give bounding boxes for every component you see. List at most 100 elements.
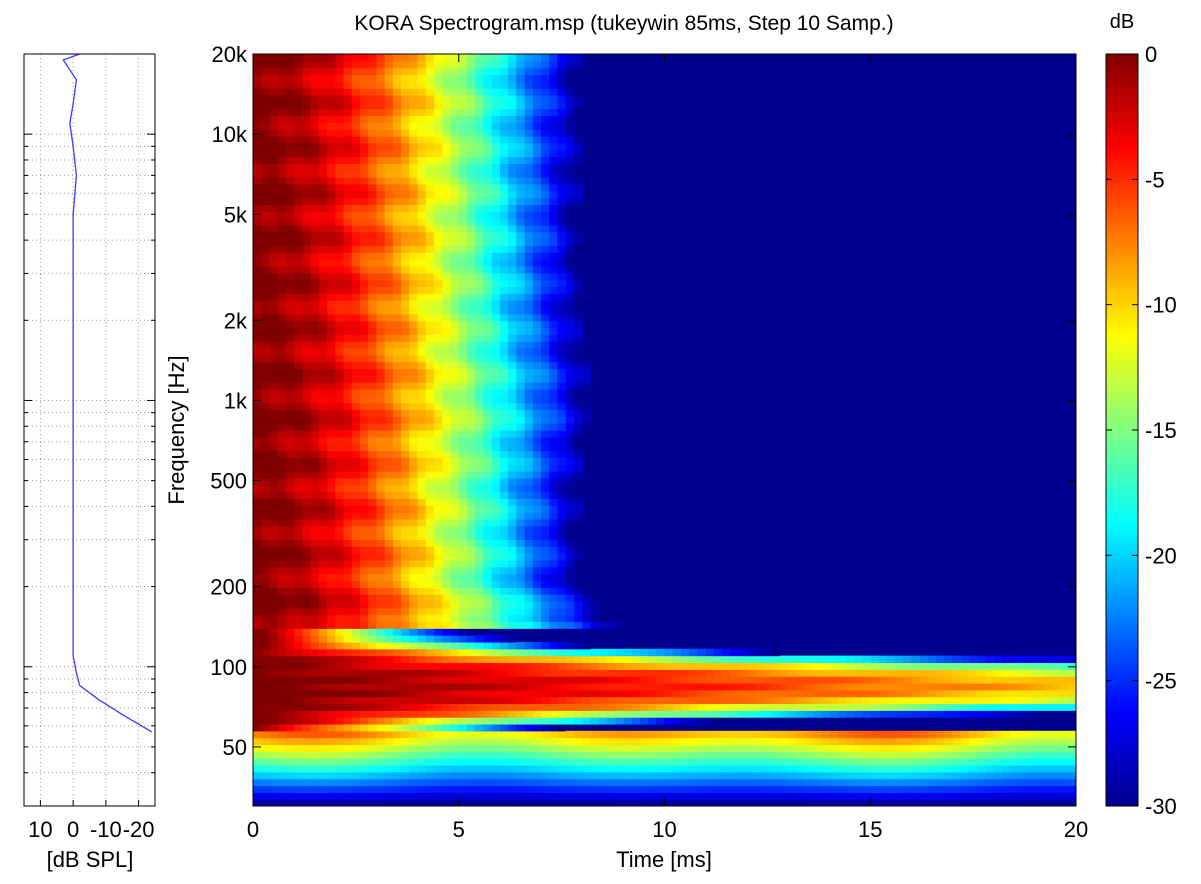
heatmap-cell (705, 785, 715, 793)
heatmap-cell (475, 88, 485, 96)
heatmap-cell (541, 402, 550, 411)
heatmap-cell (359, 190, 369, 199)
heatmap-cell (516, 361, 526, 370)
heatmap-cell (335, 525, 345, 534)
heatmap-cell (269, 546, 279, 554)
heatmap-cell (450, 115, 460, 123)
heatmap-cell (310, 382, 320, 390)
heatmap-cell (376, 689, 386, 698)
heatmap-cell (261, 341, 271, 349)
heatmap-cell (499, 231, 509, 240)
heatmap-cell (483, 621, 493, 629)
heatmap-cell (384, 354, 394, 363)
heatmap-cell (285, 183, 295, 192)
heatmap-cell (359, 717, 369, 725)
heatmap-cell (302, 532, 312, 540)
heatmap-cell (590, 785, 600, 793)
heatmap-cell (392, 491, 402, 499)
heatmap-cell (253, 553, 262, 561)
heatmap-cell (351, 553, 361, 561)
heatmap-cell (582, 689, 592, 698)
heatmap-cell (359, 115, 369, 123)
heatmap-cell (302, 778, 312, 787)
heatmap-cell (680, 744, 690, 752)
heatmap-cell (466, 744, 476, 752)
heatmap-cell (557, 306, 567, 315)
heatmap-cell (466, 546, 476, 554)
heatmap-cell (557, 95, 567, 103)
heatmap-cell (384, 553, 394, 561)
heatmap-cell (310, 744, 320, 752)
heatmap-cell (532, 129, 542, 137)
heatmap-cell (557, 573, 567, 581)
heatmap-cell (392, 689, 402, 698)
heatmap-cell (557, 655, 567, 664)
heatmap-cell (458, 183, 468, 192)
heatmap-cell (425, 525, 435, 534)
heatmap-cell (442, 464, 452, 472)
heatmap-cell (565, 662, 575, 670)
heatmap-cell (269, 648, 279, 657)
heatmap-cell (499, 142, 509, 151)
heatmap-cell (499, 156, 509, 164)
heatmap-cell (302, 799, 312, 806)
heatmap-cell (392, 600, 402, 609)
heatmap-cell (491, 430, 501, 438)
heatmap-cell (318, 170, 328, 178)
heatmap-cell (335, 190, 345, 199)
heatmap-cell (450, 648, 460, 657)
heatmap-cell (508, 799, 517, 806)
heatmap-cell (541, 539, 550, 547)
heatmap-cell (327, 505, 336, 513)
heatmap-cell (598, 689, 608, 698)
heatmap-cell (541, 464, 550, 472)
heatmap-cell (483, 669, 493, 677)
heatmap-cell (466, 491, 476, 499)
heatmap-cell (359, 546, 369, 554)
heatmap-cell (615, 662, 624, 670)
heatmap-cell (656, 689, 666, 698)
heatmap-cell (277, 300, 287, 308)
heatmap-cell (335, 621, 345, 629)
heatmap-cell (285, 300, 295, 308)
heatmap-cell (532, 136, 542, 144)
heatmap-cell (755, 710, 764, 718)
heatmap-cell (294, 600, 303, 609)
heatmap-cell (417, 737, 427, 746)
heatmap-cell (532, 641, 542, 650)
heatmap-cell (335, 764, 345, 773)
heatmap-cell (582, 641, 592, 650)
heatmap-cell (392, 136, 402, 144)
heatmap-cell (639, 696, 649, 705)
heatmap-cell (335, 170, 345, 178)
heatmap-cell (491, 252, 501, 260)
heatmap-cell (549, 676, 559, 684)
heatmap-cell (532, 122, 542, 130)
heatmap-cell (417, 238, 427, 247)
heatmap-cell (384, 443, 394, 452)
heatmap-cell (253, 559, 262, 568)
heatmap-cell (376, 416, 386, 424)
heatmap-cell (491, 423, 501, 431)
heatmap-cell (343, 792, 353, 800)
heatmap-cell (508, 477, 517, 486)
heatmap-cell (434, 628, 443, 636)
heatmap-cell (516, 669, 526, 677)
heatmap-cell (755, 676, 764, 684)
heatmap-cell (541, 744, 550, 752)
heatmap-cell (458, 430, 468, 438)
heatmap-cell (656, 778, 666, 787)
heatmap-cell (277, 231, 287, 240)
heatmap-cell (475, 566, 485, 575)
heatmap-cell (549, 648, 559, 657)
heatmap-cell (417, 293, 427, 301)
heatmap-cell (508, 95, 517, 103)
heatmap-cell (541, 737, 550, 746)
heatmap-cell (532, 580, 542, 588)
heatmap-cell (310, 306, 320, 315)
heatmap-cell (376, 676, 386, 684)
heatmap-cell (318, 327, 328, 335)
heatmap-cell (261, 710, 271, 718)
heatmap-cell (524, 505, 534, 513)
heatmap-cell (384, 512, 394, 520)
